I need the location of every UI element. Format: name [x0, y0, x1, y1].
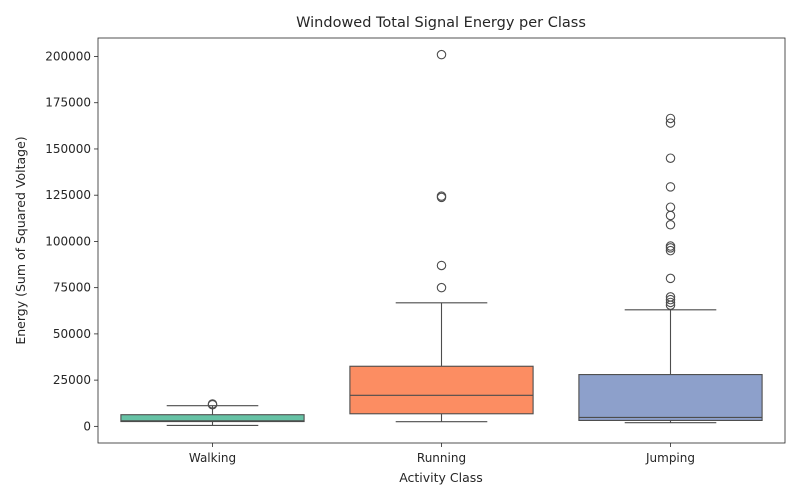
- box-group-walking: [120, 399, 305, 426]
- box-group-running: [349, 49, 534, 423]
- iqr-box: [120, 414, 305, 423]
- outlier-point: [665, 294, 676, 305]
- outlier-point: [665, 153, 676, 163]
- iqr-box: [578, 374, 763, 421]
- x-tick-label: Running: [417, 451, 466, 465]
- y-tick-label: 125000: [45, 188, 91, 202]
- outlier-point: [665, 202, 676, 212]
- outlier-point: [436, 49, 447, 60]
- box-group-jumping: [578, 113, 763, 424]
- y-tick-label: 25000: [53, 373, 91, 387]
- y-tick-label: 75000: [53, 281, 91, 295]
- y-axis-label: Energy (Sum of Squared Voltage): [13, 136, 28, 344]
- outlier-point: [436, 282, 447, 293]
- outlier-point: [665, 273, 676, 284]
- plot-area: [120, 49, 763, 426]
- y-tick-label: 200000: [45, 49, 91, 63]
- outlier-point: [665, 182, 676, 192]
- x-tick-label: Jumping: [645, 451, 695, 465]
- y-tick-label: 175000: [45, 96, 91, 110]
- x-axis-label: Activity Class: [399, 470, 483, 485]
- y-tick-label: 0: [83, 419, 91, 433]
- outlier-point: [665, 241, 676, 251]
- outlier-point: [665, 113, 676, 124]
- y-tick-label: 150000: [45, 142, 91, 156]
- outlier-point: [665, 245, 676, 256]
- outlier-point: [436, 260, 447, 271]
- outlier-point: [665, 210, 676, 221]
- iqr-box: [349, 365, 534, 415]
- y-tick-label: 100000: [45, 234, 91, 248]
- y-tick-label: 50000: [53, 327, 91, 341]
- x-tick-label: Walking: [189, 451, 236, 465]
- outlier-point: [665, 292, 676, 302]
- outlier-point: [665, 297, 676, 308]
- outlier-point: [436, 191, 447, 201]
- outlier-point: [207, 399, 218, 409]
- chart-title: Windowed Total Signal Energy per Class: [296, 15, 586, 31]
- outlier-point: [665, 220, 676, 230]
- outlier-point: [665, 118, 676, 128]
